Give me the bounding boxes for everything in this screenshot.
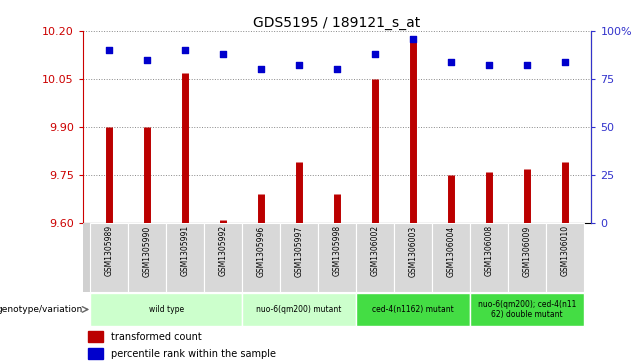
Bar xyxy=(242,293,356,326)
Bar xyxy=(90,223,128,292)
Text: GSM1306004: GSM1306004 xyxy=(446,225,455,277)
Point xyxy=(142,57,152,62)
Point xyxy=(408,36,418,41)
Bar xyxy=(356,293,470,326)
Text: GSM1305992: GSM1305992 xyxy=(219,225,228,277)
Bar xyxy=(546,223,584,292)
Text: genotype/variation: genotype/variation xyxy=(0,305,83,314)
Bar xyxy=(508,223,546,292)
Bar xyxy=(394,223,432,292)
Text: wild type: wild type xyxy=(149,305,184,314)
Point xyxy=(332,66,342,72)
Text: GSM1306002: GSM1306002 xyxy=(371,225,380,277)
Bar xyxy=(204,223,242,292)
Point xyxy=(522,62,532,68)
Point xyxy=(560,59,570,65)
Text: ced-4(n1162) mutant: ced-4(n1162) mutant xyxy=(372,305,454,314)
Point xyxy=(484,62,494,68)
Bar xyxy=(280,223,318,292)
Bar xyxy=(470,223,508,292)
Bar xyxy=(432,223,470,292)
Text: GSM1306009: GSM1306009 xyxy=(522,225,532,277)
Bar xyxy=(166,223,204,292)
Bar xyxy=(356,223,394,292)
Point xyxy=(104,47,114,53)
Text: percentile rank within the sample: percentile rank within the sample xyxy=(111,349,275,359)
Text: GSM1306008: GSM1306008 xyxy=(485,225,494,277)
Title: GDS5195 / 189121_s_at: GDS5195 / 189121_s_at xyxy=(254,16,420,30)
Bar xyxy=(88,348,103,359)
Point xyxy=(370,51,380,57)
Text: GSM1305989: GSM1305989 xyxy=(105,225,114,277)
Text: nuo-6(qm200); ced-4(n11
62) double mutant: nuo-6(qm200); ced-4(n11 62) double mutan… xyxy=(478,300,576,319)
Bar xyxy=(128,223,166,292)
Point xyxy=(446,59,456,65)
Bar xyxy=(90,293,242,326)
Text: GSM1305997: GSM1305997 xyxy=(294,225,303,277)
Point xyxy=(256,66,266,72)
Point xyxy=(294,62,304,68)
Bar xyxy=(470,293,584,326)
Text: GSM1305996: GSM1305996 xyxy=(257,225,266,277)
Bar xyxy=(88,331,103,342)
Text: GSM1306010: GSM1306010 xyxy=(560,225,569,277)
Text: GSM1305998: GSM1305998 xyxy=(333,225,342,277)
Text: GSM1306003: GSM1306003 xyxy=(408,225,417,277)
Point xyxy=(218,51,228,57)
Text: transformed count: transformed count xyxy=(111,331,202,342)
Bar xyxy=(318,223,356,292)
Text: GSM1305991: GSM1305991 xyxy=(181,225,190,277)
Point xyxy=(180,47,190,53)
Text: nuo-6(qm200) mutant: nuo-6(qm200) mutant xyxy=(256,305,342,314)
Text: GSM1305990: GSM1305990 xyxy=(142,225,152,277)
Bar xyxy=(242,223,280,292)
